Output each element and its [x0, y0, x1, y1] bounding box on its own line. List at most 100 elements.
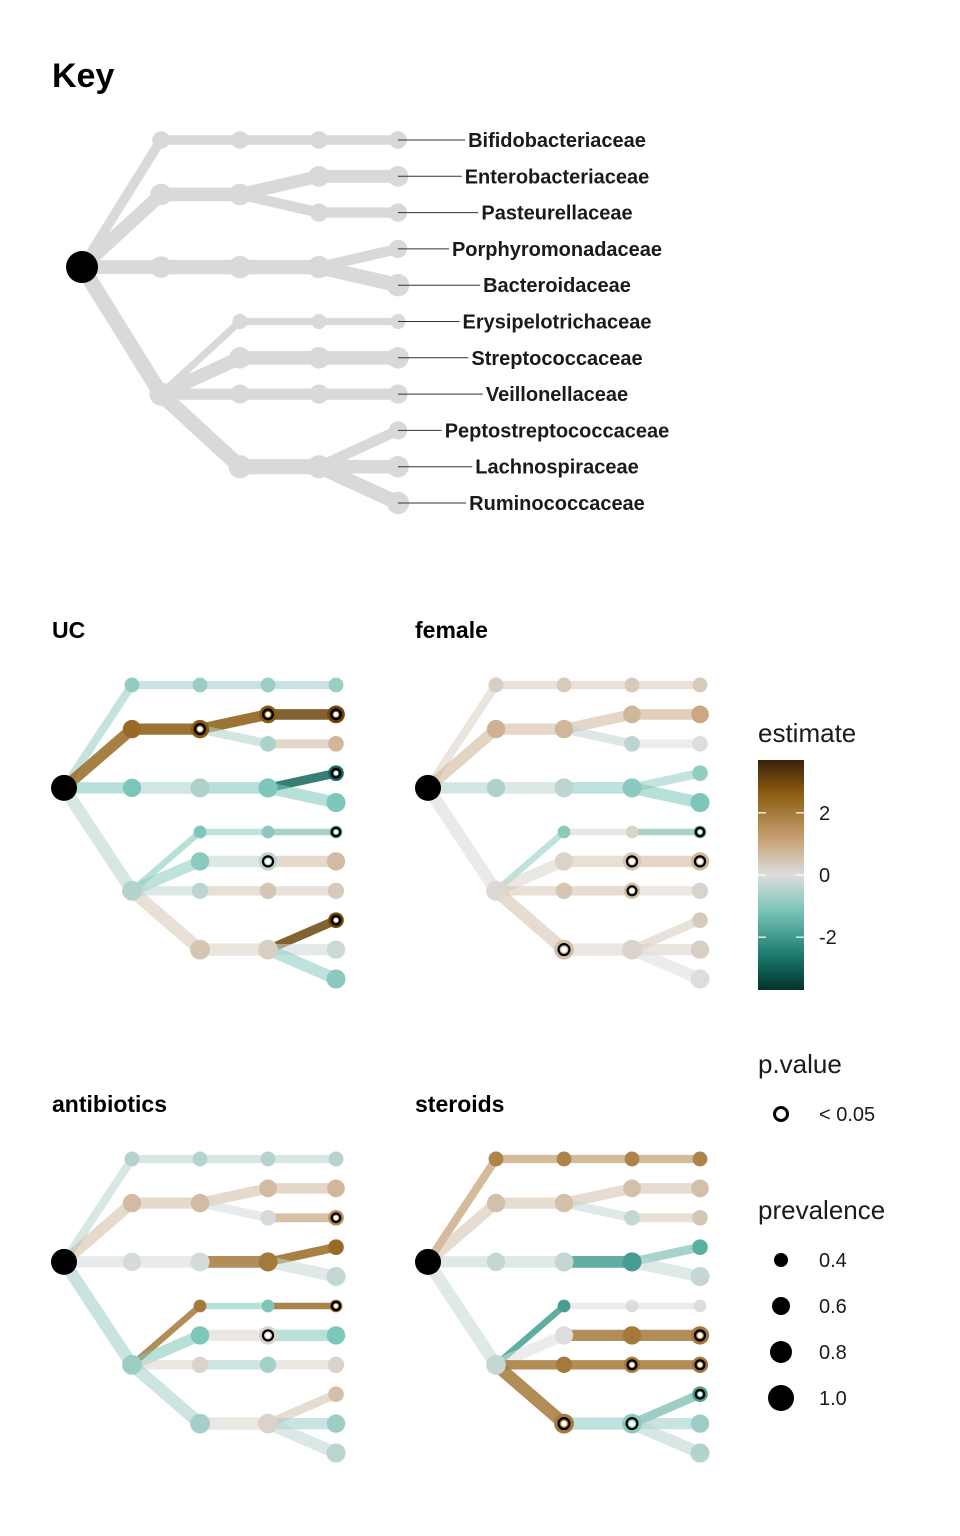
panel0-node-c3: [190, 778, 210, 798]
panel1-node-c4: [557, 825, 571, 839]
panel2-node-l10: [326, 1414, 346, 1433]
panel1-node-o1: [624, 677, 640, 693]
panel-title: antibiotics: [52, 1091, 167, 1117]
panel1-node-c1: [556, 677, 572, 693]
panel2-sig-dot-l3: [333, 1215, 339, 1221]
panel0-node-l1: [328, 677, 344, 693]
prevalence-symbol: [768, 1385, 794, 1411]
panel2-sig-ring-l6: [330, 1300, 342, 1312]
panel0-edge-o2: [194, 709, 274, 735]
panel3-node-l3: [692, 1210, 708, 1226]
panel2-sig-dot-l6: [333, 1303, 339, 1309]
prevalence-symbol: [774, 1253, 788, 1267]
panel0-sig-dot-l9: [333, 917, 339, 923]
panel2-node-p3: [122, 1252, 142, 1272]
panel3-edge-l11: [626, 1417, 706, 1459]
panel2-node-l11: [326, 1443, 346, 1463]
panel0-sig-dot-o6: [265, 858, 271, 865]
panel0-node-l8: [327, 882, 345, 899]
panel1-sig-dot-o6: [629, 858, 635, 865]
panel3-node-c4: [557, 1299, 571, 1313]
panel0-sig-ring-o2: [262, 708, 274, 721]
panel3-node-p4: [486, 1354, 506, 1375]
panel1-node-p3: [486, 778, 506, 798]
legend-estimate-title: estimate: [758, 718, 856, 748]
panel1-node-l10: [690, 940, 710, 959]
key-title: Key: [52, 57, 114, 95]
panel1-node-l1: [692, 677, 708, 693]
panel2-node-c6: [191, 1356, 209, 1373]
panel3-sig-ring-l8: [694, 1359, 706, 1371]
panel3-node-c1: [556, 1151, 572, 1167]
panel1-node-o5: [625, 825, 639, 839]
panel2-node-c5: [190, 1326, 210, 1345]
panel0-sig-ring-l4: [330, 767, 342, 779]
panel3-sig-ring-l9: [694, 1388, 706, 1400]
panel0-node-p4: [122, 880, 142, 901]
panel0-node-p2: [122, 719, 142, 739]
panel3-sig-dot-c7: [561, 1420, 567, 1427]
panel-female: female: [415, 617, 710, 989]
key-node-p1: [152, 131, 170, 149]
panel0-node-l3: [328, 736, 344, 752]
panel0-sig-ring-l2: [330, 708, 342, 721]
panel3-node-p3: [486, 1252, 506, 1272]
panel1-node-o4: [622, 778, 642, 798]
key-leaf-label: Peptostreptococcaceae: [445, 420, 670, 442]
panel0-node-l5: [326, 793, 346, 813]
key-node-c6: [230, 384, 250, 404]
panel2-node-o5: [261, 1299, 275, 1313]
panel0-edge-o3: [195, 724, 273, 749]
pvalue-label: < 0.05: [819, 1104, 875, 1126]
pvalue-symbol-dot: [778, 1111, 784, 1117]
panel1-node-c6: [555, 882, 573, 899]
panel2-node-l4: [328, 1239, 344, 1255]
panel0-edge-l5: [262, 782, 342, 809]
panel2-node-c1: [192, 1151, 208, 1167]
panel3-node-o2: [623, 1179, 641, 1198]
panel0-node-o3: [260, 736, 276, 752]
panel2-edge-p2: [58, 1197, 138, 1268]
key-node-o3: [309, 203, 329, 222]
panel3-node-l11: [690, 1443, 710, 1463]
panel0-node-c6: [191, 882, 209, 899]
key-edge-c7: [153, 386, 248, 475]
panel2-node-l7: [326, 1326, 346, 1345]
panel3-sig-dot-l7: [697, 1332, 703, 1339]
key-node-c5: [229, 347, 251, 369]
key-node-p4: [149, 382, 173, 406]
panel3-sig-ring-l7: [693, 1329, 707, 1342]
panel1-sig-ring-l7: [693, 855, 707, 868]
key-node-c2: [229, 183, 251, 206]
panel1-sig-ring-o6: [625, 855, 639, 868]
key-edge-o2: [233, 169, 326, 201]
panel2-node-o1: [260, 1151, 276, 1167]
key-leaf-label: Porphyromonadaceae: [452, 239, 662, 261]
panel0-sig-ring-c2: [193, 722, 207, 736]
panel1-node-l5: [690, 793, 710, 813]
panel0-sig-ring-l9: [330, 914, 342, 926]
panel1-edge-o3: [559, 724, 637, 749]
key-edge-o3: [234, 189, 325, 218]
panel3-node-o5: [625, 1299, 639, 1313]
prevalence-label: 0.6: [819, 1296, 847, 1318]
panel1-sig-ring-c7: [557, 943, 571, 957]
panel2-node-c3: [190, 1252, 210, 1272]
key-leaf-label: Bifidobacteriaceae: [468, 130, 646, 152]
panel0-sig-dot-l6: [333, 829, 339, 835]
panel0-node-l10: [326, 940, 346, 959]
panel3-sig-dot-l8: [697, 1362, 703, 1368]
panel1-node-o8: [622, 939, 642, 960]
key-leaf-label: Bacteroidaceae: [483, 275, 631, 297]
panel2-node-o4: [258, 1252, 278, 1272]
panel3-sig-ring-c7: [557, 1417, 571, 1431]
panel1-node-o3: [624, 736, 640, 752]
key-leaf-label: Erysipelotrichaceae: [463, 312, 652, 334]
colorbar-tick-label: 2: [819, 803, 830, 825]
prevalence-symbol: [770, 1341, 792, 1363]
panel1-node-l11: [690, 969, 710, 989]
key-node-c3: [228, 255, 252, 279]
panel0-node-o4: [258, 778, 278, 798]
legend-pvalue-title: p.value: [758, 1049, 842, 1079]
